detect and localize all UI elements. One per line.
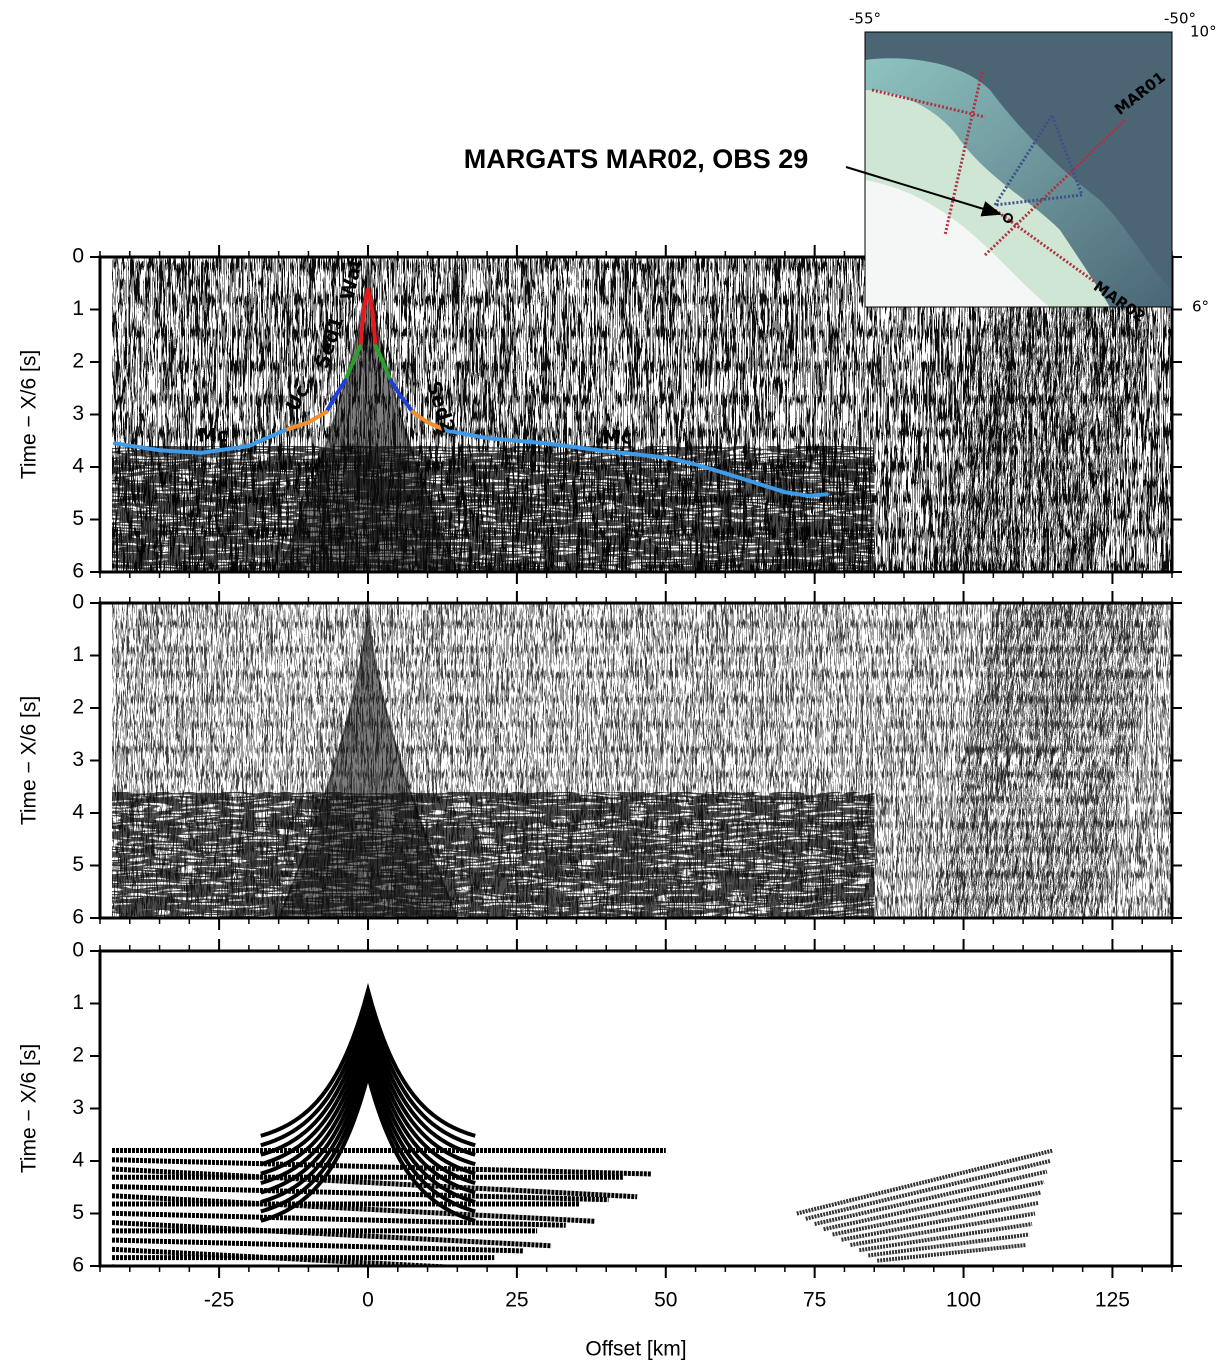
map-frame — [864, 31, 1173, 308]
y-tick-label: 6 — [72, 906, 84, 929]
annotation: Mc — [198, 425, 228, 447]
synthetic-wave — [868, 1232, 1030, 1258]
y-tick-label: 1 — [72, 991, 84, 1014]
y-tick-label: 5 — [72, 1201, 84, 1224]
synthetic-wave — [260, 982, 476, 1138]
map-track — [992, 111, 1085, 207]
annotation: Mc — [602, 427, 632, 449]
y-tick-label: 6 — [72, 1254, 84, 1277]
synthetic-wave — [859, 1222, 1033, 1253]
y-tick-label: 3 — [72, 402, 84, 425]
record-section — [112, 603, 1172, 918]
panels: 0 1 2 3 4 5 6 Time − X/6 [s] 0 1 2 3 4 5 6 Time − X/6 [… — [18, 245, 1182, 1361]
synthetic-wave — [112, 1220, 552, 1249]
x-tick-label: 25 — [505, 1289, 528, 1312]
y-tick-label: 2 — [72, 696, 84, 719]
map-lat-label: 6° — [1192, 298, 1209, 316]
pick-line — [112, 428, 829, 498]
far-noise — [930, 257, 1164, 572]
direct-arrival — [278, 608, 458, 918]
pick-line — [358, 288, 378, 349]
map-land — [865, 180, 1050, 307]
arrow — [845, 166, 1002, 217]
y-tick-label: 3 — [72, 748, 84, 771]
reflections — [112, 446, 875, 572]
synthetic-wave — [796, 1148, 1054, 1216]
synthetic-wave — [876, 1243, 1027, 1263]
inset-map: MAR01 MAR02 -55° -50° 10° 6° — [849, 10, 1217, 326]
synthetic-wave — [260, 1049, 476, 1204]
synthetic-wave — [112, 1184, 609, 1203]
synthetic-wave — [112, 1264, 175, 1266]
synthetic-wave — [260, 1001, 476, 1157]
panel: 0 1 2 3 4 5 6 Time − X/6 [s] -25 0 25 50 75 100 125 Off… — [18, 939, 1182, 1361]
map-lon-label: -55° — [849, 10, 881, 28]
x-tick-label: 0 — [362, 1289, 374, 1312]
record-section — [112, 951, 1172, 1266]
y-tick-label: 5 — [72, 853, 84, 876]
synthetic-wave — [112, 1237, 523, 1254]
direct-arrival-texture — [277, 262, 459, 572]
map-lon-label: -50° — [1164, 10, 1196, 28]
map-track — [871, 88, 986, 119]
map-track — [983, 118, 1127, 257]
y-tick-label: 1 — [72, 643, 84, 666]
obs-location — [1003, 213, 1013, 223]
y-tick-label: 2 — [72, 1044, 84, 1067]
x-tick-label: 125 — [1095, 1289, 1130, 1312]
y-tick-label: 2 — [72, 350, 84, 373]
synthetic-wave — [112, 1193, 595, 1224]
x-tick-label: 75 — [803, 1289, 826, 1312]
map-lat-label: 10° — [1190, 23, 1217, 41]
pick-line — [324, 378, 415, 414]
y-tick-label: 0 — [72, 591, 84, 614]
synthetic-wave — [112, 1210, 566, 1228]
y-axis-label: Time − X/6 [s] — [18, 1044, 41, 1173]
y-tick-label: 6 — [72, 560, 84, 583]
synthetic-wave — [112, 1166, 638, 1200]
record-section — [112, 257, 1172, 572]
x-axis-label: Offset [km] — [585, 1338, 686, 1361]
title: MARGATS MAR02, OBS 29 — [464, 144, 809, 174]
x-tick-label: 50 — [654, 1289, 677, 1312]
far-noise — [930, 603, 1164, 918]
x-tick-label: 100 — [946, 1289, 981, 1312]
synthetic-wave — [823, 1180, 1045, 1232]
synthetic-wave — [260, 1020, 476, 1176]
background — [112, 951, 1172, 1266]
x-tick-label: -25 — [204, 1289, 234, 1312]
y-tick-label: 5 — [72, 507, 84, 530]
y-axis-label: Time − X/6 [s] — [18, 350, 41, 479]
synthetic-wave — [260, 1011, 476, 1167]
pick-line — [282, 409, 448, 433]
synthetic-wave — [832, 1190, 1042, 1237]
synthetic-wave — [850, 1211, 1036, 1247]
y-tick-label: 4 — [72, 801, 84, 824]
synthetic-wave — [841, 1201, 1039, 1242]
direct-arrival — [278, 262, 458, 572]
synthetic-wave — [260, 1058, 476, 1214]
synthetic-wave — [260, 992, 476, 1148]
pick-line — [343, 344, 393, 383]
y-tick-label: 0 — [72, 245, 84, 268]
y-tick-label: 1 — [72, 297, 84, 320]
map-track — [994, 208, 1096, 284]
y-axis-label: Time − X/6 [s] — [18, 696, 41, 825]
y-tick-label: 3 — [72, 1096, 84, 1119]
reflections — [112, 792, 875, 918]
y-tick-label: 4 — [72, 1149, 84, 1172]
y-tick-label: 4 — [72, 455, 84, 478]
direct-arrival-texture — [277, 608, 459, 918]
panel: 0 1 2 3 4 5 6 Time − X/6 [s] — [18, 245, 1182, 584]
y-tick-label: 0 — [72, 939, 84, 962]
panel: 0 1 2 3 4 5 6 Time − X/6 [s] — [18, 591, 1182, 930]
synthetic-wave — [814, 1169, 1048, 1226]
